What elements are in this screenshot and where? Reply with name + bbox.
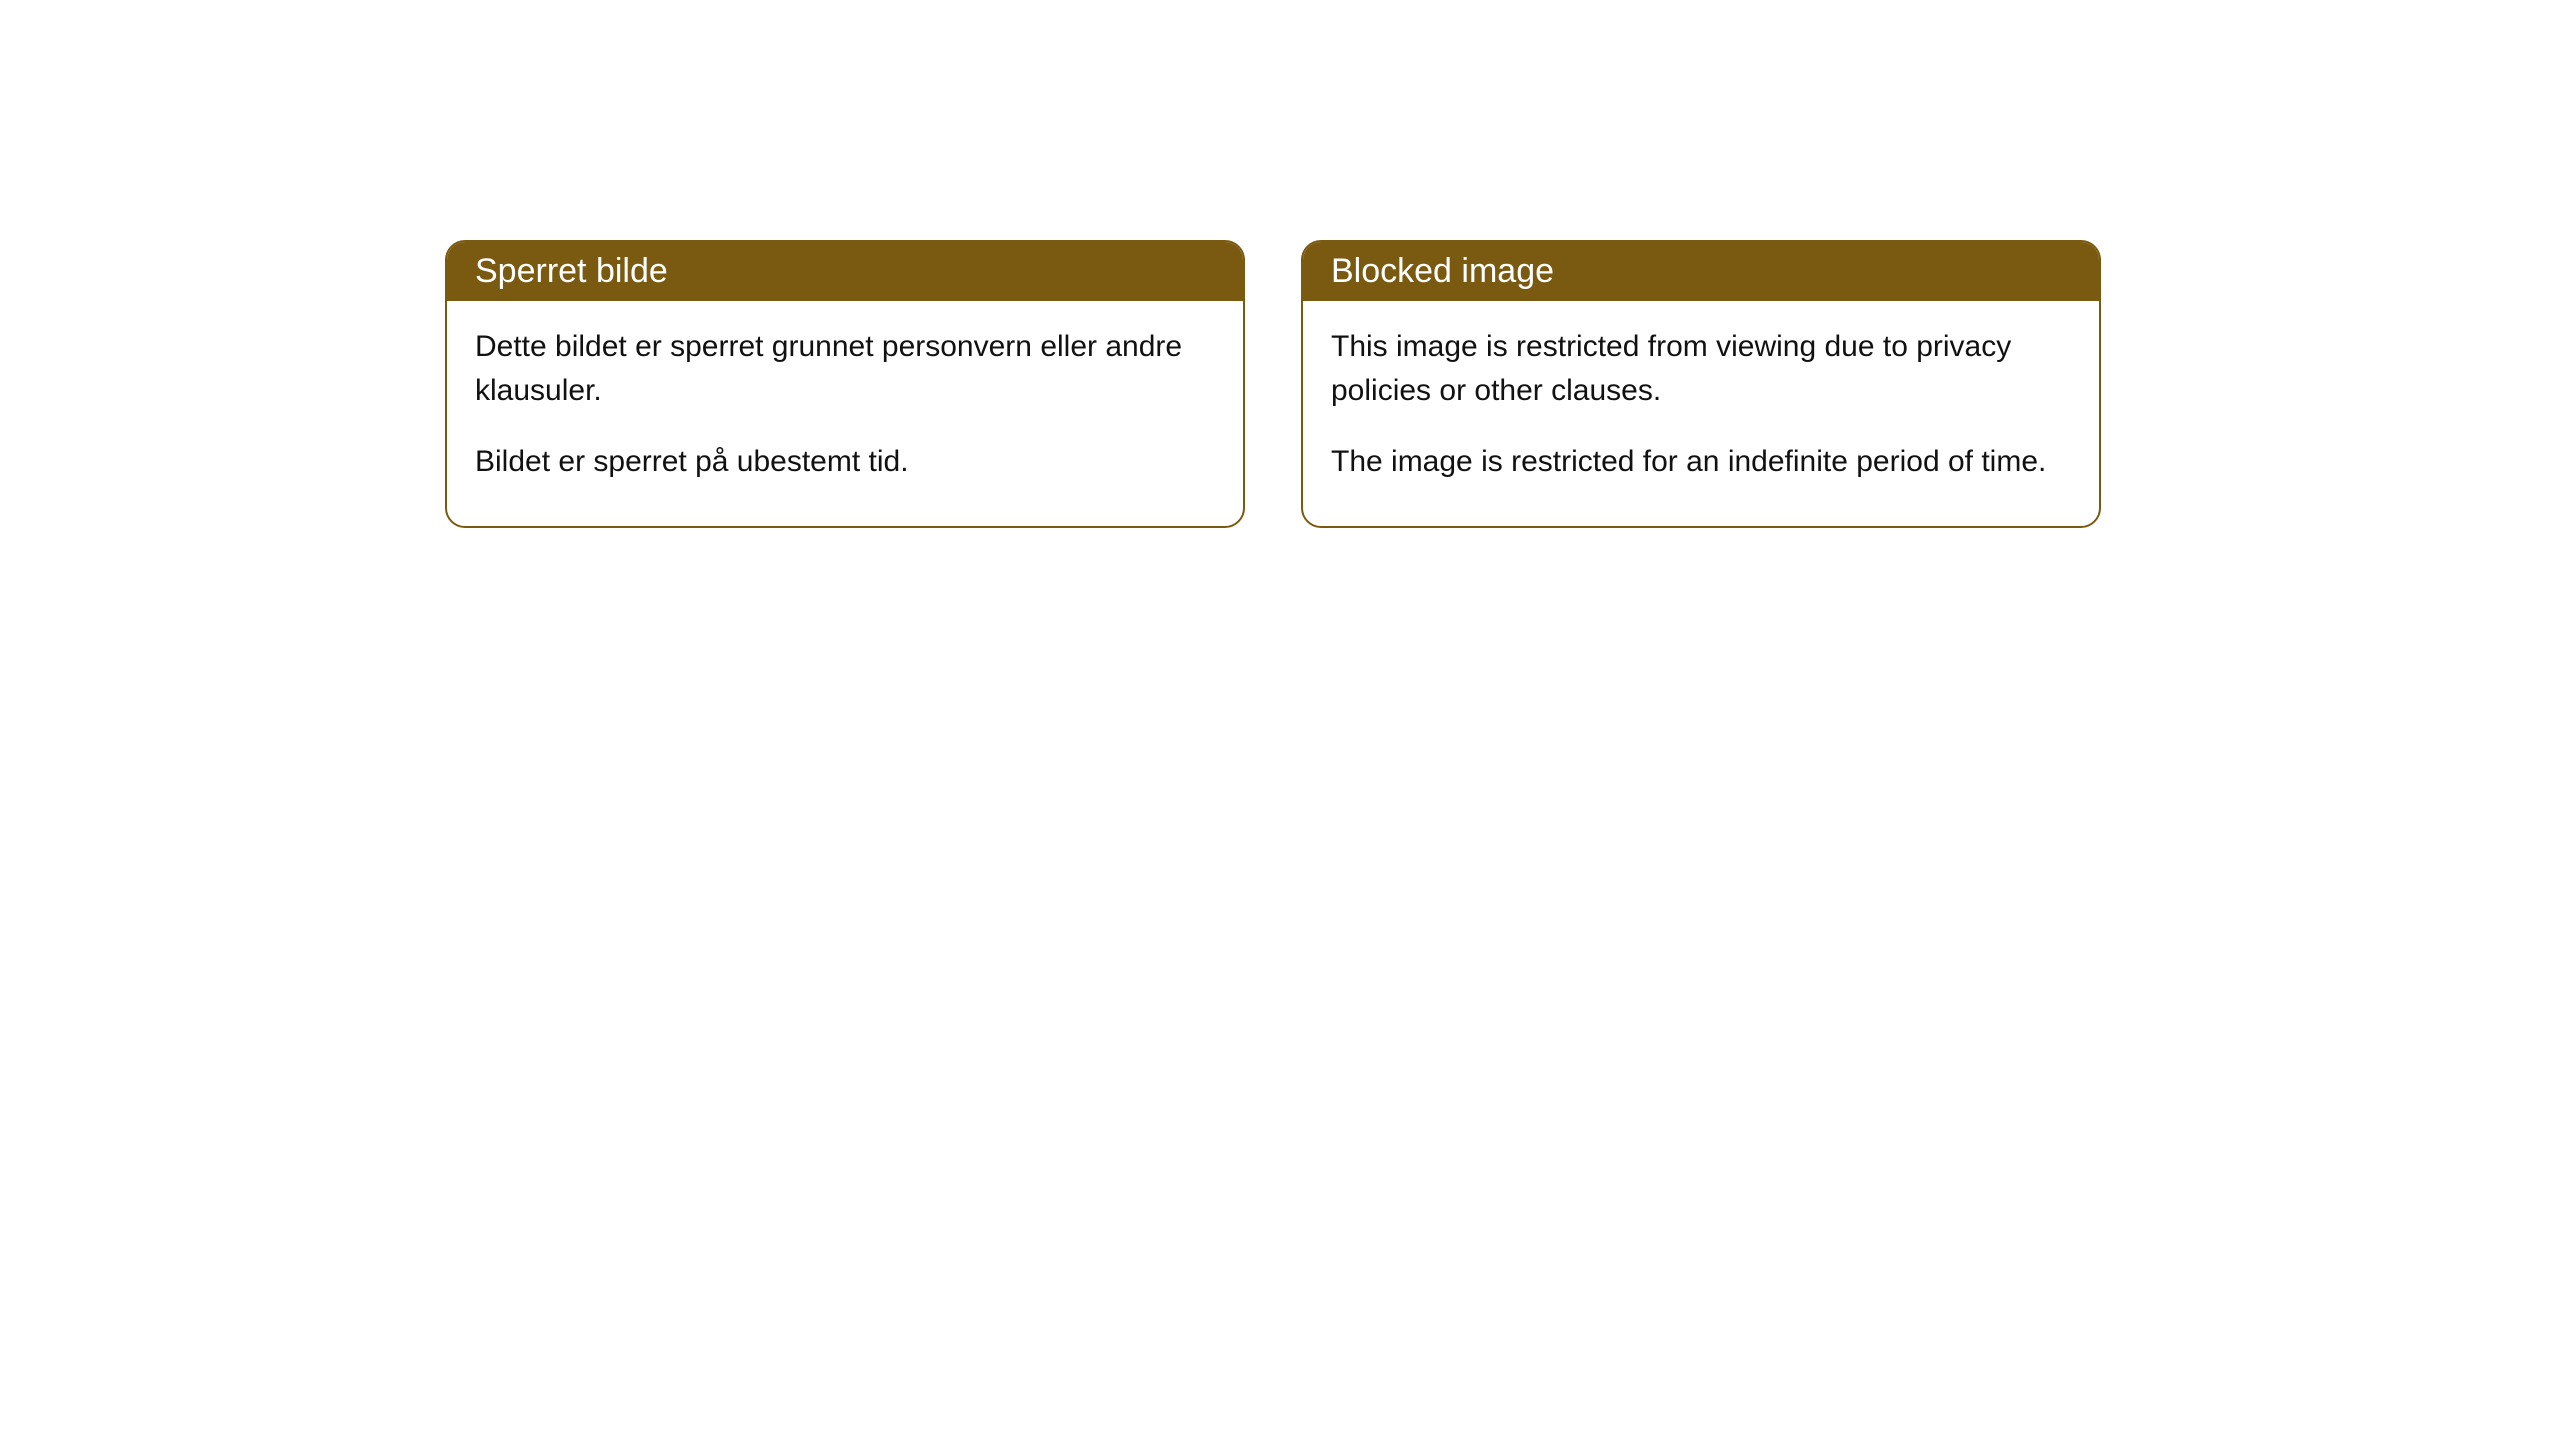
card-title: Blocked image: [1303, 242, 2099, 301]
card-body: Dette bildet er sperret grunnet personve…: [447, 301, 1243, 526]
notice-card-norwegian: Sperret bilde Dette bildet er sperret gr…: [445, 240, 1245, 528]
card-title: Sperret bilde: [447, 242, 1243, 301]
notice-cards-row: Sperret bilde Dette bildet er sperret gr…: [445, 240, 2101, 528]
card-paragraph: Dette bildet er sperret grunnet personve…: [475, 325, 1215, 412]
card-paragraph: This image is restricted from viewing du…: [1331, 325, 2071, 412]
card-paragraph: The image is restricted for an indefinit…: [1331, 440, 2071, 484]
card-paragraph: Bildet er sperret på ubestemt tid.: [475, 440, 1215, 484]
card-body: This image is restricted from viewing du…: [1303, 301, 2099, 526]
notice-card-english: Blocked image This image is restricted f…: [1301, 240, 2101, 528]
